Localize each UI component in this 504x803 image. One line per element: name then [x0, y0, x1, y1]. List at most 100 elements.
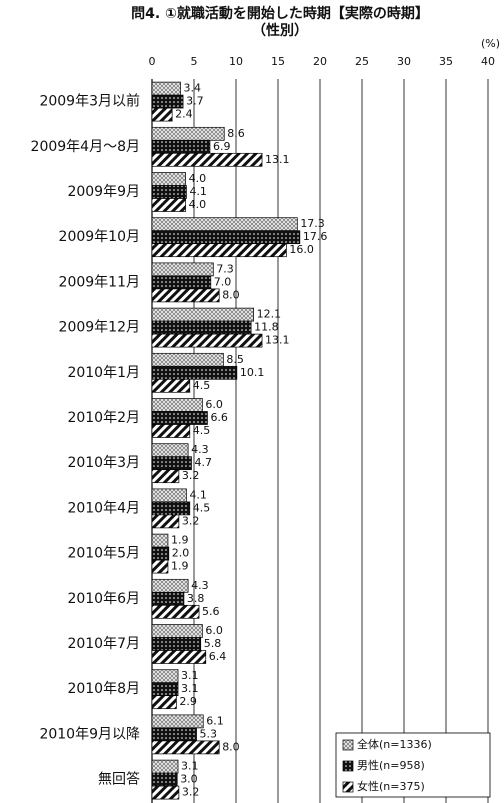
x-tick-label: 25	[355, 55, 369, 68]
category-label: 2009年9月	[67, 184, 140, 200]
bar	[151, 378, 191, 393]
bar	[151, 533, 169, 548]
category-label: 2009年11月	[59, 274, 140, 290]
bar	[151, 230, 301, 245]
bar	[151, 398, 203, 412]
bar	[151, 243, 287, 258]
legend-label: 男性(n=958)	[357, 758, 425, 772]
value-label: 4.3	[191, 443, 209, 456]
bar	[151, 546, 170, 561]
value-label: 5.8	[204, 637, 222, 650]
value-label: 4.3	[191, 579, 209, 592]
value-label: 4.0	[189, 198, 207, 211]
value-label: 3.1	[181, 760, 199, 773]
value-label: 3.8	[187, 592, 205, 605]
chart-subtitle: （性別）	[252, 22, 308, 39]
value-label: 2.4	[175, 108, 193, 121]
legend-label: 女性(n=375)	[357, 779, 425, 793]
value-label: 12.1	[257, 308, 282, 321]
bar	[151, 352, 224, 367]
value-label: 6.0	[205, 398, 223, 411]
category-label: 2009年10月	[59, 229, 140, 245]
value-label: 4.5	[193, 379, 211, 392]
category-label: 2010年8月	[67, 681, 140, 697]
bar	[151, 288, 220, 303]
bar	[151, 107, 173, 122]
x-tick-label: 35	[439, 55, 453, 68]
legend-box	[335, 732, 491, 798]
bar	[151, 333, 263, 348]
value-label: 3.4	[184, 82, 202, 95]
value-label: 4.1	[189, 185, 207, 198]
bar	[151, 152, 263, 167]
bar	[151, 682, 179, 697]
value-label: 13.1	[265, 153, 290, 166]
bar	[151, 740, 220, 755]
bar	[151, 785, 180, 800]
bar	[151, 275, 212, 290]
value-label: 8.0	[222, 740, 240, 753]
bar	[151, 591, 185, 606]
bar	[151, 172, 186, 186]
category-label: 2010年3月	[67, 455, 140, 471]
legend-swatch	[342, 739, 354, 751]
value-label: 5.6	[202, 605, 220, 618]
value-label: 3.2	[182, 514, 200, 527]
bar	[151, 443, 189, 458]
value-label: 4.5	[193, 501, 211, 514]
value-label: 6.6	[210, 411, 228, 424]
x-tick-label: 15	[271, 55, 285, 68]
category-label: 2009年12月	[59, 320, 140, 336]
bar	[151, 262, 214, 277]
value-label: 13.1	[265, 334, 290, 347]
value-label: 10.1	[240, 366, 265, 379]
chart-title: 問4. ①就職活動を開始した時期【実際の時期】	[131, 5, 429, 22]
x-tick-label: 30	[397, 55, 411, 68]
category-label: 2010年6月	[67, 591, 140, 607]
value-label: 7.0	[214, 275, 232, 288]
value-label: 4.1	[189, 488, 207, 501]
value-label: 16.0	[289, 243, 314, 256]
bar	[151, 727, 197, 742]
bar	[151, 604, 200, 619]
category-label: 2010年1月	[67, 365, 140, 381]
bar	[151, 637, 202, 651]
x-tick-label: 0	[149, 55, 156, 68]
value-label: 8.6	[227, 127, 245, 140]
category-label: 2009年4月～8月	[31, 139, 140, 155]
value-label: 3.2	[182, 786, 200, 799]
x-tick-label: 40	[481, 55, 495, 68]
x-tick-label: 10	[229, 55, 243, 68]
category-label: 2010年5月	[67, 546, 140, 562]
value-label: 3.0	[180, 773, 198, 786]
bar	[151, 469, 180, 484]
bar	[151, 501, 191, 516]
bar	[151, 185, 187, 199]
bar	[151, 217, 298, 232]
bar	[151, 488, 187, 503]
bar	[151, 514, 180, 529]
value-label: 1.9	[171, 560, 189, 573]
bar	[151, 578, 189, 593]
bar	[151, 411, 208, 425]
legend-label: 全体(n=1336)	[357, 737, 432, 751]
value-label: 7.3	[216, 262, 234, 275]
value-label: 4.0	[189, 172, 207, 185]
bar	[151, 307, 254, 322]
legend-swatch	[342, 760, 354, 772]
category-label: 2010年7月	[67, 636, 140, 652]
bar	[151, 424, 191, 438]
bar	[151, 714, 204, 729]
bar	[151, 126, 225, 141]
bar	[151, 759, 179, 774]
bar	[151, 772, 178, 787]
unit-label: (%)	[481, 37, 500, 50]
value-label: 8.5	[226, 353, 244, 366]
category-label: 2010年2月	[67, 410, 140, 426]
category-label: 2010年9月以降	[39, 726, 140, 742]
bar	[151, 94, 184, 109]
value-label: 3.2	[182, 469, 200, 482]
value-label: 6.9	[213, 140, 231, 153]
bar	[151, 456, 192, 471]
